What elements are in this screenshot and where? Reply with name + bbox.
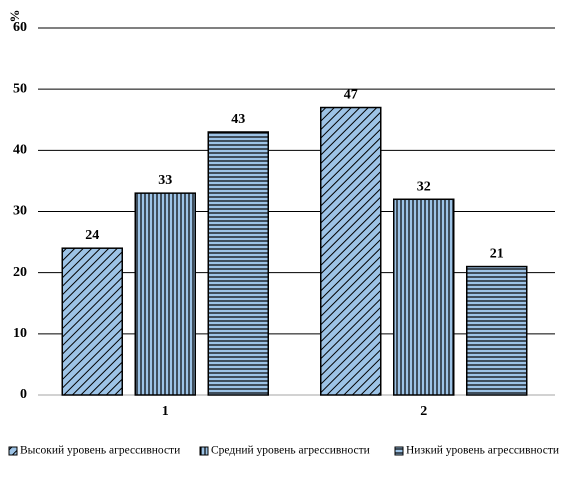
y-tick-label: 30 (13, 204, 27, 219)
data-label: 43 (231, 112, 245, 127)
y-axis-unit-label: % (7, 10, 22, 23)
bar (61, 247, 123, 396)
legend-item: Низкий уровень агрессивности (394, 445, 559, 457)
bar (393, 198, 455, 396)
y-tick-label: 20 (13, 265, 27, 280)
legend-label: Средний уровень агрессивности (211, 445, 370, 457)
data-label: 47 (344, 88, 358, 103)
y-tick-label: 60 (13, 20, 27, 35)
legend-swatch (199, 446, 209, 456)
data-label: 24 (85, 228, 99, 243)
bar (134, 192, 196, 396)
y-tick-label: 50 (13, 81, 27, 96)
data-label: 32 (417, 179, 431, 194)
legend: Высокий уровень агрессивности Средний уро… (8, 445, 559, 457)
data-label: 21 (490, 247, 504, 262)
legend-label: Высокий уровень агрессивности (20, 445, 180, 457)
legend-item: Высокий уровень агрессивности (8, 445, 180, 457)
legend-item: Средний уровень агрессивности (199, 445, 370, 457)
y-tick-label: 10 (13, 326, 27, 341)
legend-label: Низкий уровень агрессивности (406, 445, 559, 457)
y-tick-label: 40 (13, 143, 27, 158)
legend-swatch (394, 446, 404, 456)
data-label: 33 (158, 173, 172, 188)
bar (466, 265, 528, 396)
bar (207, 131, 269, 396)
x-tick-label: 1 (162, 404, 169, 419)
y-tick-labels: 0 10 20 30 40 50 60 (13, 20, 27, 402)
legend-swatch (8, 446, 18, 456)
data-labels: 24 33 43 47 32 21 (85, 88, 504, 262)
x-tick-label: 2 (420, 404, 427, 419)
bars (61, 106, 528, 396)
bar (320, 106, 382, 396)
y-tick-label: 0 (20, 387, 27, 402)
